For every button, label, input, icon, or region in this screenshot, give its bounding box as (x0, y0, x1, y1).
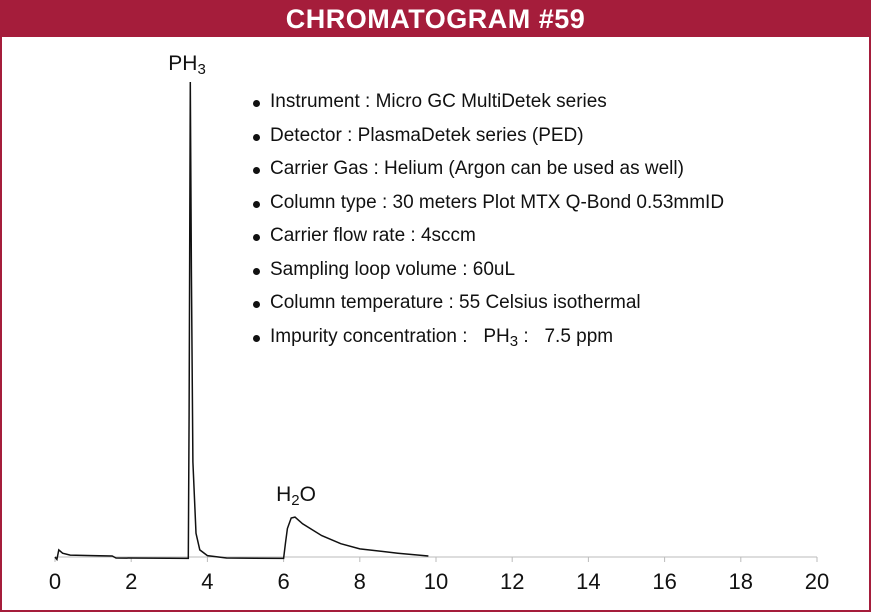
chromatogram-trace (54, 81, 429, 562)
x-tick-label: 0 (49, 569, 61, 594)
x-tick-label: 18 (729, 569, 753, 594)
info-loop-volume: Sampling loop volume : 60uL (252, 256, 724, 290)
x-tick-label: 16 (652, 569, 676, 594)
info-impurity: Impurity concentration : PH3 : 7.5 ppm (252, 323, 724, 357)
info-column-type: Column type : 30 meters Plot MTX Q-Bond … (252, 189, 724, 223)
info-detector: Detector : PlasmaDetek series (PED) (252, 122, 724, 156)
x-tick-label: 4 (201, 569, 213, 594)
chart-title: CHROMATOGRAM #59 (0, 0, 871, 37)
x-tick-label: 20 (805, 569, 829, 594)
method-info-list: Instrument : Micro GC MultiDetek series … (252, 88, 724, 356)
x-tick-label: 8 (354, 569, 366, 594)
x-tick-label: 12 (500, 569, 524, 594)
peak-label-h2o: H2O (276, 483, 316, 509)
info-flow-rate: Carrier flow rate : 4sccm (252, 222, 724, 256)
info-column-temp: Column temperature : 55 Celsius isotherm… (252, 289, 724, 323)
x-tick-label: 14 (576, 569, 600, 594)
peak-label-ph3: PH3 (168, 52, 206, 78)
x-tick-label: 6 (277, 569, 289, 594)
x-tick-label: 10 (424, 569, 448, 594)
x-tick-label: 2 (125, 569, 137, 594)
info-carrier-gas: Carrier Gas : Helium (Argon can be used … (252, 155, 724, 189)
info-instrument: Instrument : Micro GC MultiDetek series (252, 88, 724, 122)
